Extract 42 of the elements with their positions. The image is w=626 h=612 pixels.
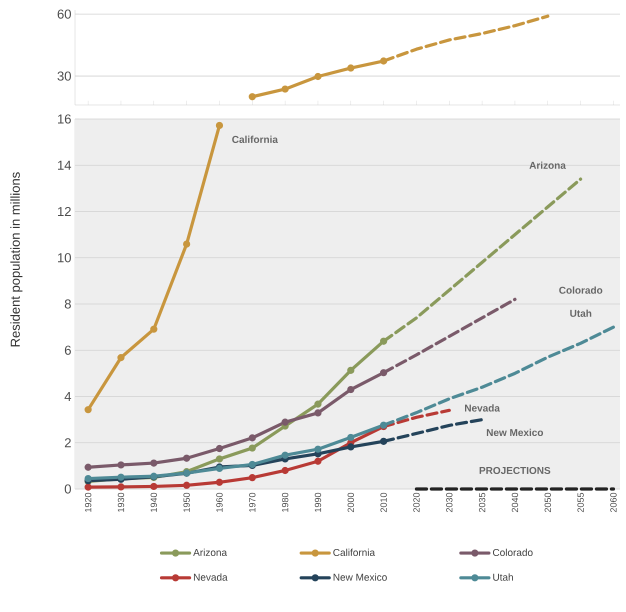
annotation: PROJECTIONS bbox=[480, 466, 550, 474]
y-tick-label: 10 bbox=[58, 253, 71, 262]
x-tick-label: 1930 bbox=[118, 492, 124, 512]
x-tick-label: 2030 bbox=[446, 492, 452, 512]
x-tick-label: 2035 bbox=[478, 492, 486, 512]
legend-label: New Mexico bbox=[334, 573, 387, 581]
y-tick-label: 6 bbox=[64, 346, 71, 355]
annotation: Arizona bbox=[529, 162, 566, 169]
y-tick-label: 14 bbox=[58, 160, 72, 170]
x-tick-label: 2060 bbox=[610, 492, 617, 512]
x-tick-label: 1950 bbox=[183, 492, 190, 512]
x-tick-label: 2010 bbox=[380, 492, 387, 512]
legend-label: Nevada bbox=[194, 573, 228, 581]
legend-label: Colorado bbox=[492, 548, 533, 556]
x-tick-label: 1990 bbox=[314, 492, 322, 512]
x-tick-label: 1940 bbox=[150, 492, 157, 512]
y-tick-label: 60 bbox=[58, 10, 71, 19]
y-tick-label: 8 bbox=[64, 299, 71, 309]
x-tick-label: 2050 bbox=[544, 492, 551, 512]
x-tick-label: 1960 bbox=[216, 492, 223, 512]
x-tick-label: 2020 bbox=[413, 492, 420, 512]
annotation: California bbox=[232, 136, 278, 144]
x-tick-label: 2055 bbox=[577, 492, 584, 512]
y-tick-label: 2 bbox=[64, 438, 71, 448]
x-tick-label: 1920 bbox=[84, 492, 92, 512]
y-tick-label: 12 bbox=[58, 206, 71, 216]
y-tick-label: 16 bbox=[58, 114, 71, 124]
annotation: Utah bbox=[570, 310, 592, 317]
legend-label: Arizona bbox=[193, 548, 228, 556]
y-tick-label: 4 bbox=[64, 392, 72, 401]
annotation: Nevada bbox=[465, 404, 500, 412]
x-tick-label: 1970 bbox=[249, 492, 256, 512]
annotation: Colorado bbox=[559, 286, 602, 294]
legend-label: California bbox=[333, 548, 376, 556]
y-tick-label: 30 bbox=[58, 71, 71, 81]
annotation: New Mexico bbox=[486, 428, 544, 436]
y-tick-label: 0 bbox=[64, 484, 71, 494]
x-tick-label: 1980 bbox=[282, 492, 288, 512]
x-tick-label: 2040 bbox=[512, 492, 518, 512]
x-tick-label: 2000 bbox=[348, 492, 354, 512]
legend-label: Utah bbox=[493, 573, 513, 581]
y-axis-title: Resident population in millions bbox=[10, 172, 22, 346]
